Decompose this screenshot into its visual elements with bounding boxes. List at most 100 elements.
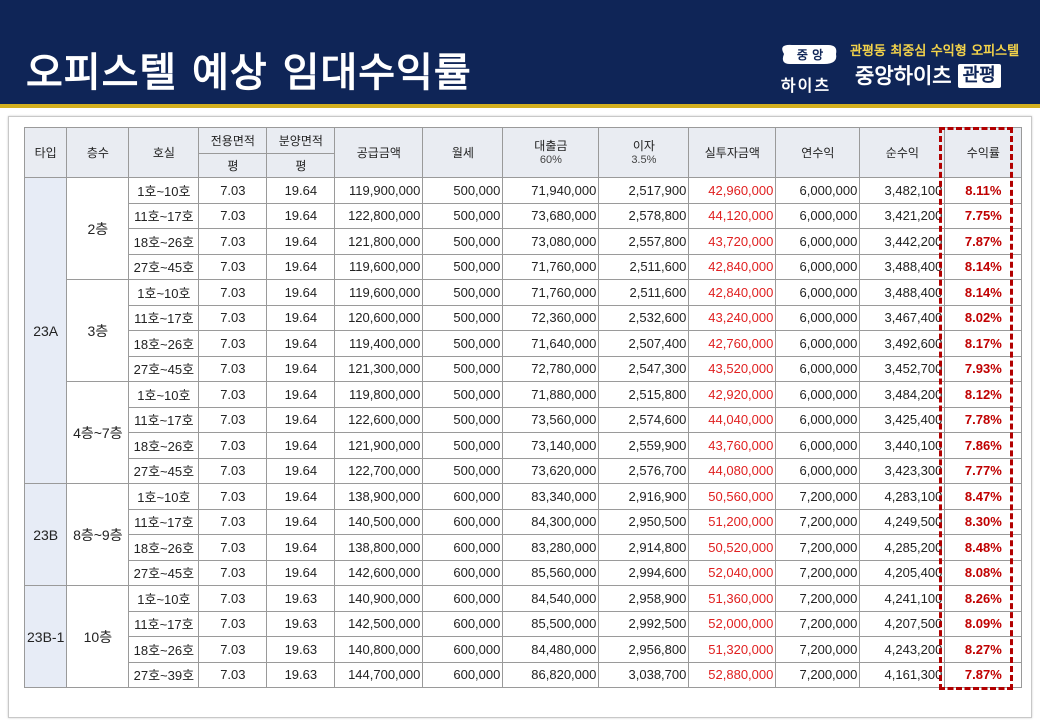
sale-area-cell: 19.63 [266, 610, 336, 637]
table-row: 23B 8층~9층 1호~10호 7.03 19.64 138,900,000 600,00… [23, 483, 1023, 586]
monthly-rent-cell: 500,000 [422, 253, 504, 280]
monthly-rent-cell: 600,000 [422, 636, 504, 663]
annual-income-cell: 7,200,000 [775, 636, 861, 663]
interest-cell: 2,515,800 [598, 381, 690, 408]
yield-cell: 8.14% [944, 279, 1023, 306]
loan-cell: 73,140,000 [502, 432, 600, 459]
col-interest: 이자 3.5% [598, 127, 690, 178]
unit-cell: 18호~26호 [128, 228, 200, 255]
col-net-income: 순수익 [859, 127, 946, 178]
sale-area-cell: 19.64 [266, 559, 336, 586]
sale-area-cell: 19.63 [266, 636, 336, 663]
table-row: 11호~17호 7.03 19.64 122,800,000 500,000 73,680… [25, 202, 1023, 229]
monthly-rent-cell: 600,000 [422, 585, 504, 612]
unit-cell: 27호~45호 [128, 253, 200, 280]
yield-cell: 8.26% [944, 585, 1023, 612]
loan-cell: 84,480,000 [502, 636, 600, 663]
table-row: 27호~39호 7.03 19.63 144,700,000 600,000 86,820… [25, 661, 1023, 688]
actual-investment-cell: 44,040,000 [688, 406, 777, 433]
monthly-rent-cell: 500,000 [422, 279, 504, 306]
net-income-cell: 4,249,500 [859, 508, 946, 535]
interest-cell: 2,532,600 [598, 304, 690, 331]
unit-cell: 27호~45호 [128, 559, 200, 586]
table-header: 타입 층수 호실 전용면적 분양면적 공급금액 월세 대출금 60% 이자 3.5%… [23, 127, 1023, 178]
floor-cell: 10층 [66, 585, 130, 688]
monthly-rent-cell: 500,000 [422, 457, 504, 484]
logo-badge-icon: 중 앙 [782, 44, 837, 64]
monthly-rent-cell: 600,000 [422, 508, 504, 535]
interest-cell: 2,511,600 [598, 253, 690, 280]
interest-cell: 3,038,700 [598, 661, 690, 688]
loan-cell: 71,640,000 [502, 330, 600, 357]
exclusive-area-cell: 7.03 [198, 355, 268, 382]
monthly-rent-cell: 500,000 [422, 304, 504, 331]
actual-investment-cell: 43,720,000 [688, 228, 777, 255]
table-row: 18호~26호 7.03 19.64 121,800,000 500,000 73,080… [25, 228, 1023, 255]
annual-income-cell: 7,200,000 [775, 508, 861, 535]
page-title: 오피스텔 예상 임대수익률 [26, 50, 472, 96]
sale-area-cell: 19.64 [266, 177, 336, 204]
annual-income-cell: 6,000,000 [775, 330, 861, 357]
interest-cell: 2,578,800 [598, 202, 690, 229]
logo-badge-text: 중 앙 [797, 48, 823, 62]
loan-cell: 72,780,000 [502, 355, 600, 382]
table-row: 23B-1 10층 1호~10호 7.03 19.63 140,900,000 600,00… [23, 585, 1023, 688]
col-loan: 대출금 60% [502, 127, 600, 178]
net-income-cell: 3,492,600 [859, 330, 946, 357]
yield-cell: 7.78% [944, 406, 1023, 433]
actual-investment-cell: 44,080,000 [688, 457, 777, 484]
col-interest-sub: 3.5% [631, 153, 657, 166]
interest-cell: 2,517,900 [598, 177, 690, 204]
actual-investment-cell: 50,520,000 [688, 534, 777, 561]
interest-cell: 2,914,800 [598, 534, 690, 561]
actual-investment-cell: 52,000,000 [688, 610, 777, 637]
loan-cell: 71,760,000 [502, 253, 600, 280]
loan-cell: 84,300,000 [502, 508, 600, 535]
sale-area-cell: 19.64 [266, 534, 336, 561]
annual-income-cell: 6,000,000 [775, 253, 861, 280]
unit-cell: 1호~10호 [128, 483, 200, 510]
loan-cell: 72,360,000 [502, 304, 600, 331]
sale-area-cell: 19.64 [266, 355, 336, 382]
table-row: 27호~45호 7.03 19.64 121,300,000 500,000 72,780… [25, 355, 1023, 382]
yield-cell: 8.11% [944, 177, 1023, 204]
interest-cell: 2,956,800 [598, 636, 690, 663]
exclusive-area-cell: 7.03 [198, 483, 268, 510]
exclusive-area-cell: 7.03 [198, 508, 268, 535]
type-cell: 23B [23, 483, 68, 586]
exclusive-area-cell: 7.03 [198, 559, 268, 586]
yield-cell: 7.87% [944, 661, 1023, 688]
supply-price-cell: 119,900,000 [334, 177, 424, 204]
net-income-cell: 3,423,300 [859, 457, 946, 484]
monthly-rent-cell: 500,000 [422, 355, 504, 382]
yield-cell: 7.87% [944, 228, 1023, 255]
table-row: 18호~26호 7.03 19.64 119,400,000 500,000 71,640… [25, 330, 1023, 357]
table-row: 3층 1호~10호 7.03 19.64 119,600,000 500,000 71,76… [25, 279, 1023, 382]
actual-investment-cell: 43,240,000 [688, 304, 777, 331]
annual-income-cell: 7,200,000 [775, 610, 861, 637]
unit-cell: 1호~10호 [128, 279, 200, 306]
yield-cell: 8.48% [944, 534, 1023, 561]
interest-cell: 2,992,500 [598, 610, 690, 637]
exclusive-area-cell: 7.03 [198, 228, 268, 255]
sale-area-cell: 19.63 [266, 661, 336, 688]
table-row: 27호~45호 7.03 19.64 122,700,000 500,000 73,620… [25, 457, 1023, 484]
exclusive-area-cell: 7.03 [198, 661, 268, 688]
col-supply-price: 공급금액 [334, 127, 424, 178]
exclusive-area-cell: 7.03 [198, 381, 268, 408]
supply-price-cell: 119,600,000 [334, 279, 424, 306]
yield-cell: 7.93% [944, 355, 1023, 382]
interest-cell: 2,547,300 [598, 355, 690, 382]
monthly-rent-cell: 600,000 [422, 534, 504, 561]
supply-price-cell: 119,400,000 [334, 330, 424, 357]
col-annual-income: 연수익 [775, 127, 861, 178]
annual-income-cell: 6,000,000 [775, 304, 861, 331]
annual-income-cell: 6,000,000 [775, 432, 861, 459]
net-income-cell: 3,488,400 [859, 279, 946, 306]
actual-investment-cell: 43,760,000 [688, 432, 777, 459]
monthly-rent-cell: 500,000 [422, 228, 504, 255]
interest-cell: 2,511,600 [598, 279, 690, 306]
floor-cell: 2층 [66, 177, 130, 280]
exclusive-area-cell: 7.03 [198, 636, 268, 663]
unit-cell: 11호~17호 [128, 406, 200, 433]
